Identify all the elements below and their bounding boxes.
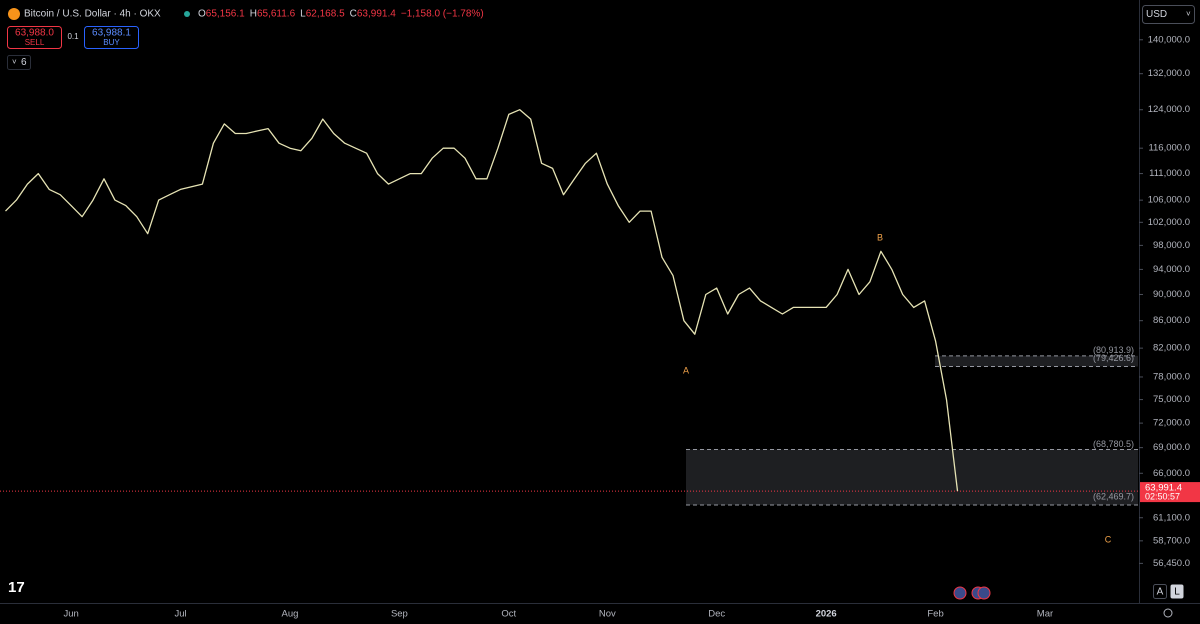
x-tick-label: Jun: [63, 609, 78, 620]
price-zone: [686, 449, 1138, 505]
indicator-count[interactable]: 6: [21, 57, 27, 68]
x-tick-label: Dec: [708, 609, 725, 620]
currency[interactable]: USD: [1146, 9, 1167, 20]
sell-button[interactable]: [7, 26, 62, 49]
symbol: Bitcoin / U.S. Dollar · 4h · OKX: [24, 9, 161, 20]
y-tick-label: 61,100.0: [1153, 512, 1190, 523]
sell-label[interactable]: SELL: [25, 38, 45, 47]
x-tick-label: Jul: [174, 609, 186, 620]
event-icon[interactable]: [953, 586, 967, 600]
ohlc-key: L: [300, 9, 306, 20]
log-button[interactable]: [1170, 584, 1184, 599]
buy-button[interactable]: [84, 26, 139, 49]
ohlc-key: O: [198, 9, 206, 20]
ohlc-value: 62,168.5: [306, 9, 345, 20]
last-price-label: 63,991.4: [1145, 483, 1182, 494]
y-tick-label: 69,000.0: [1153, 442, 1190, 453]
countdown: 02:50:57: [1145, 491, 1180, 501]
y-tick-label: 72,000.0: [1153, 418, 1190, 429]
currency-chevron[interactable]: ˅: [1186, 10, 1191, 19]
y-tick-label: 66,000.0: [1153, 468, 1190, 479]
zone-top-label: (68,780.5): [1093, 439, 1134, 449]
ohlc-value: 63,991.4: [357, 9, 396, 20]
currency-select[interactable]: [1142, 5, 1195, 24]
x-tick-label: Nov: [599, 609, 616, 620]
auto-label[interactable]: A: [1157, 587, 1164, 598]
status-dot: [184, 11, 190, 17]
buy-price[interactable]: 63,988.1: [92, 28, 131, 39]
logo[interactable]: 17: [8, 579, 25, 596]
y-tick-label: 132,000.0: [1148, 68, 1190, 79]
spread: 0.1: [67, 32, 79, 41]
y-tick-label: 106,000.0: [1148, 195, 1190, 206]
coin-icon: [8, 8, 20, 20]
y-tick-label: 116,000.0: [1148, 143, 1190, 154]
y-tick-label: 98,000.0: [1153, 240, 1190, 251]
chevron[interactable]: ˅: [12, 58, 17, 67]
y-tick-label: 140,000.0: [1148, 34, 1190, 45]
ohlc-key: H: [250, 9, 257, 20]
ohlc-key: C: [350, 9, 357, 20]
x-tick-label: Mar: [1037, 609, 1053, 620]
wave-label: A: [683, 365, 689, 375]
change: −1,158.0 (−1.78%): [401, 9, 484, 20]
y-tick-label: 58,700.0: [1153, 535, 1190, 546]
x-tick-label: Aug: [282, 609, 299, 620]
wave-label: C: [1105, 534, 1112, 544]
log-label[interactable]: L: [1174, 587, 1180, 598]
y-tick-label: 78,000.0: [1153, 371, 1190, 382]
zone-bottom-label: (62,469.7): [1093, 491, 1134, 501]
x-tick-label: Sep: [391, 609, 408, 620]
zone-top-label: (80,913.9): [1093, 345, 1134, 355]
price-line: [5, 109, 959, 492]
ohlc-value: 65,156.1: [206, 9, 245, 20]
y-tick-label: 111,000.0: [1149, 168, 1190, 179]
y-tick-label: 75,000.0: [1153, 394, 1190, 405]
ohlc-value: 65,611.6: [257, 9, 296, 20]
y-tick-label: 124,000.0: [1148, 104, 1190, 115]
last-price-tag: [1140, 482, 1200, 503]
x-tick-label: Feb: [927, 609, 943, 620]
y-tick-label: 82,000.0: [1153, 343, 1190, 354]
x-tick-label: Oct: [501, 609, 516, 620]
buy-label[interactable]: BUY: [103, 38, 120, 47]
y-tick-label: 90,000.0: [1153, 289, 1190, 300]
y-tick-label: 102,000.0: [1148, 217, 1190, 228]
wave-label: B: [877, 232, 883, 242]
auto-button[interactable]: [1153, 584, 1167, 599]
y-tick-label: 56,450.0: [1153, 558, 1190, 569]
y-tick-label: 94,000.0: [1153, 264, 1190, 275]
settings-icon[interactable]: [1163, 608, 1173, 618]
event-icon[interactable]: [977, 586, 991, 600]
zone-bottom-label: (79,426.6): [1093, 353, 1134, 363]
indicator-toggle[interactable]: [7, 55, 31, 70]
y-tick-label: 86,000.0: [1153, 315, 1190, 326]
price-zone: [935, 355, 1138, 367]
sell-price[interactable]: 63,988.0: [15, 28, 54, 39]
x-tick-label: 2026: [816, 609, 837, 620]
